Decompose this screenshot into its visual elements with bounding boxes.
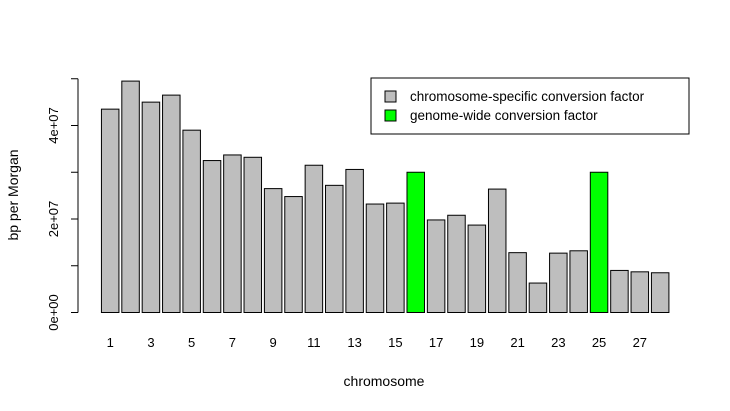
bar-chromosome-12 xyxy=(325,184,344,313)
x-tick-label: 1 xyxy=(107,335,114,350)
bar-chromosome-11 xyxy=(304,164,324,313)
y-axis: 0e+00 2e+07 4e+07 xyxy=(46,78,79,331)
bar-chromosome-7 xyxy=(223,154,242,313)
bar-chromosome-23 xyxy=(549,252,568,314)
x-tick-label: 27 xyxy=(633,335,647,350)
bar-chromosome-25 xyxy=(589,171,609,313)
bar-chromosome-22 xyxy=(528,282,548,313)
bar-chromosome-5 xyxy=(182,129,201,313)
bar-chromosome-8 xyxy=(243,156,263,313)
y-tick-label: 2e+07 xyxy=(46,201,61,238)
x-tick-label: 21 xyxy=(510,335,524,350)
bar-chromosome-20 xyxy=(487,188,507,313)
x-axis-tick-labels: 1 3 5 7 9 11 13 15 17 19 21 23 25 27 xyxy=(107,335,647,350)
x-tick-label: 5 xyxy=(188,335,195,350)
bar-chromosome-10 xyxy=(284,196,303,313)
bar-chromosome-4 xyxy=(162,94,181,313)
bar-chromosome-17 xyxy=(426,219,446,313)
x-tick-label: 13 xyxy=(347,335,361,350)
x-tick-label: 3 xyxy=(147,335,154,350)
x-tick-label: 17 xyxy=(429,335,443,350)
bar-chromosome-24 xyxy=(569,250,588,313)
x-tick-label: 9 xyxy=(270,335,277,350)
y-tick-label: 4e+07 xyxy=(46,107,61,144)
x-tick-label: 11 xyxy=(307,335,321,350)
bar-chromosome-9 xyxy=(263,188,283,313)
bar-chromosome-15 xyxy=(386,202,405,313)
bars-group xyxy=(100,80,670,314)
bar-chromosome-27 xyxy=(630,271,650,313)
bar-chromosome-19 xyxy=(467,224,487,313)
bar-chromosome-1 xyxy=(100,108,120,313)
x-axis-label: chromosome xyxy=(344,373,425,389)
legend-swatch-s xyxy=(384,90,397,103)
bar-chromosome-26 xyxy=(610,269,629,313)
bar-chromosome-16 xyxy=(406,171,425,313)
legend-label: chromosome-specific conversion factor xyxy=(410,89,645,104)
legend-box xyxy=(370,77,690,135)
x-tick-label: 15 xyxy=(388,335,402,350)
bar-chromosome-3 xyxy=(141,101,161,314)
bar-chromosome-6 xyxy=(202,160,222,313)
x-tick-label: 7 xyxy=(229,335,236,350)
bar-chromosome-14 xyxy=(365,203,385,313)
bar-chromosome-28 xyxy=(650,272,670,314)
legend-label: genome-wide conversion factor xyxy=(410,108,598,123)
x-tick-label: 23 xyxy=(551,335,565,350)
y-tick-label: 0e+00 xyxy=(46,294,61,331)
y-axis-label: bp per Morgan xyxy=(5,149,21,240)
bar-chromosome-13 xyxy=(345,168,364,313)
bar-chromosome-2 xyxy=(121,80,140,313)
x-tick-label: 19 xyxy=(470,335,484,350)
x-tick-label: 25 xyxy=(592,335,606,350)
bar-chromosome-18 xyxy=(447,214,466,313)
bar-chromosome-21 xyxy=(508,252,527,314)
legend: chromosome-specific conversion factor gen… xyxy=(370,77,690,135)
legend-swatch-g xyxy=(384,109,397,122)
